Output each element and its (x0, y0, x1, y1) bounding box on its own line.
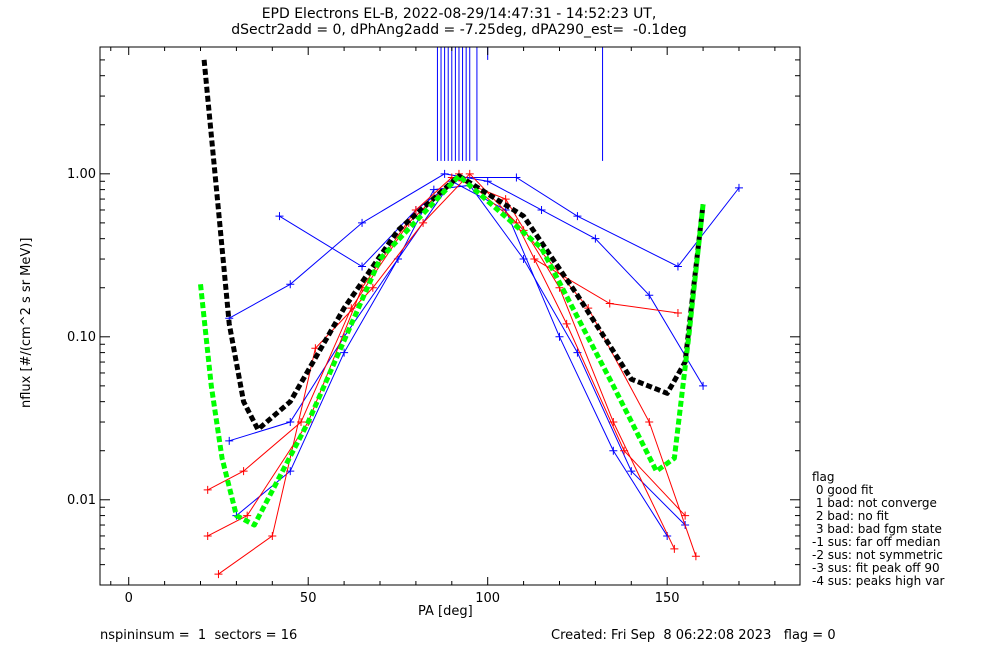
fit-curve (201, 59, 706, 432)
legend-entry: 0 good fit (812, 483, 874, 497)
series-marker (419, 218, 428, 227)
series-marker (358, 218, 367, 227)
series-marker (501, 195, 510, 204)
series-marker (681, 511, 690, 520)
series-marker (286, 418, 295, 427)
series-marker (734, 183, 743, 192)
series-marker (203, 531, 212, 540)
x-tick-label: 50 (300, 591, 317, 606)
series-marker (203, 485, 212, 494)
y-axis-label: nflux [#/(cm^2 s sr MeV)] (19, 237, 34, 408)
legend-title: flag (812, 470, 835, 484)
legend-entry: -1 sus: far off median (812, 535, 941, 549)
series-marker (243, 511, 252, 520)
y-tick-label: 0.10 (67, 330, 96, 345)
series-line (229, 184, 686, 526)
y-tick-label: 0.01 (67, 493, 96, 508)
series-line (207, 173, 686, 516)
y-tick-label: 1.00 (67, 167, 96, 182)
series-marker (268, 531, 277, 540)
plot-area (198, 47, 743, 579)
chart-subtitle: dSectr2add = 0, dPhAng2add = -7.25deg, d… (231, 22, 687, 38)
series-marker (483, 177, 492, 186)
legend-entry: 3 bad: bad fgm state (812, 522, 942, 536)
x-tick-label: 150 (655, 591, 680, 606)
legend-entry: -3 sus: fit peak off 90 (812, 561, 940, 575)
series-marker (699, 381, 708, 390)
fit-curve (198, 173, 706, 528)
series-marker (645, 418, 654, 427)
series-line (228, 173, 704, 387)
series-marker (627, 467, 636, 476)
series-marker (465, 169, 474, 178)
series-marker (275, 212, 284, 221)
series-marker (609, 418, 618, 427)
legend-entry: 1 bad: not converge (812, 496, 937, 510)
x-axis-label: PA [deg] (418, 604, 473, 619)
legend-entry: -2 sus: not symmetric (812, 548, 943, 562)
series-line (279, 176, 740, 268)
series-marker (286, 280, 295, 289)
series-marker (573, 348, 582, 357)
series-marker (605, 299, 614, 308)
footer-right: Created: Fri Sep 8 06:22:08 2023 flag = … (551, 628, 836, 643)
series-marker (609, 446, 618, 455)
series-marker (573, 212, 582, 221)
series-marker (673, 308, 682, 317)
plot-frame (99, 46, 801, 586)
series-marker (340, 348, 349, 357)
series-marker (440, 169, 449, 178)
series-marker (368, 283, 377, 292)
series-marker (645, 291, 654, 300)
series-marker (670, 544, 679, 553)
series-marker (429, 185, 438, 194)
series-marker (239, 467, 248, 476)
series-marker (691, 552, 700, 561)
chart-title: EPD Electrons EL-B, 2022-08-29/14:47:31 … (261, 6, 657, 22)
series-marker (225, 436, 234, 445)
series-line (207, 176, 675, 550)
series-marker (537, 205, 546, 214)
legend-entry: -4 sus: peaks high var (812, 574, 945, 588)
series-marker (591, 234, 600, 243)
series-marker (562, 319, 571, 328)
legend-entry: 2 bad: no fit (812, 509, 889, 523)
x-tick-label: 100 (475, 591, 500, 606)
series-line (236, 180, 668, 537)
series-marker (673, 262, 682, 271)
x-tick-label: 0 (125, 591, 133, 606)
series-marker (311, 344, 320, 353)
series-marker (358, 262, 367, 271)
series-marker (555, 332, 564, 341)
series-marker (512, 173, 521, 182)
footer-left: nspininsum = 1 sectors = 16 (100, 628, 298, 643)
series-line (218, 173, 697, 575)
series-marker (530, 255, 539, 264)
series-marker (214, 570, 223, 579)
